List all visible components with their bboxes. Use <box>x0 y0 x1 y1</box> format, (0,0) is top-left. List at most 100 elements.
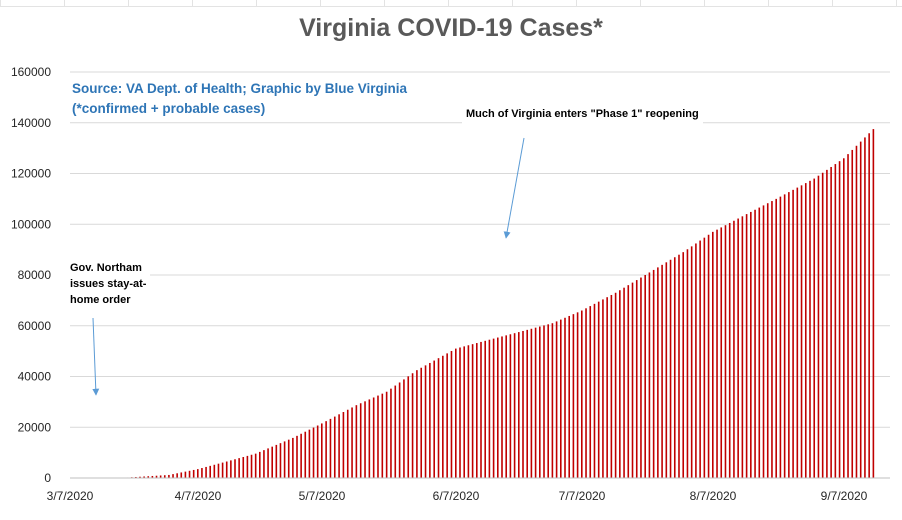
bar <box>712 231 714 478</box>
bar <box>287 439 290 478</box>
bar <box>308 429 311 478</box>
bar <box>377 395 379 478</box>
bar <box>351 407 353 478</box>
bar <box>505 335 507 478</box>
bar <box>163 475 166 478</box>
bar <box>437 358 440 478</box>
annotation-stay-at-home-line-3: home order <box>70 294 131 306</box>
x-tick-label: 9/7/2020 <box>821 489 868 503</box>
bar <box>741 216 744 478</box>
source-note: Source: VA Dept. of Health; Graphic by B… <box>72 79 407 119</box>
bar <box>564 317 566 478</box>
bar <box>534 327 537 478</box>
bar <box>429 362 431 478</box>
bar <box>135 476 137 478</box>
bar <box>728 222 731 478</box>
bar <box>657 267 659 478</box>
bar <box>775 198 777 479</box>
bar <box>597 301 600 478</box>
bars <box>73 129 875 479</box>
bar <box>221 462 224 478</box>
bar <box>758 207 761 478</box>
bar <box>476 343 478 478</box>
bar <box>843 158 845 478</box>
bar <box>325 421 327 478</box>
bar <box>333 416 336 478</box>
bar <box>390 388 392 478</box>
bar <box>762 205 765 478</box>
annotation-arrows <box>92 137 525 396</box>
y-tick-label: 120000 <box>11 167 51 181</box>
x-tick-label: 3/7/2020 <box>47 489 94 503</box>
bar <box>855 145 858 478</box>
bar <box>346 409 349 478</box>
bar <box>180 472 183 478</box>
annotation-stay-at-home-line-2: issues stay-at- <box>70 278 147 290</box>
bar <box>188 470 191 478</box>
bar <box>411 373 414 478</box>
bar <box>859 141 862 478</box>
bar <box>568 315 570 478</box>
bar <box>821 172 824 478</box>
bar <box>355 405 358 478</box>
bar <box>197 469 199 478</box>
bar <box>661 264 663 478</box>
bar <box>847 154 849 479</box>
bar <box>279 443 282 478</box>
bar <box>703 237 706 478</box>
bar <box>707 234 710 478</box>
bar <box>484 340 486 478</box>
y-tick-label: 20000 <box>18 420 52 434</box>
bar <box>488 339 491 478</box>
bar <box>539 326 541 478</box>
bar <box>364 401 366 478</box>
bar <box>695 243 697 478</box>
annotation-stay-at-home: Gov. Northam issues stay-at- home order <box>70 260 150 308</box>
bar <box>610 294 613 478</box>
bar <box>665 262 668 478</box>
bar <box>342 412 345 478</box>
bar <box>631 282 634 478</box>
bar <box>480 341 482 478</box>
bar <box>230 460 232 478</box>
bar <box>754 209 756 478</box>
y-tick-label: 40000 <box>18 370 52 384</box>
bar <box>459 347 461 478</box>
bar <box>159 475 162 478</box>
bar <box>644 275 646 478</box>
annotation-phase1-text: Much of Virginia enters "Phase 1" reopen… <box>466 108 699 120</box>
bar <box>716 229 718 478</box>
bar <box>589 306 592 478</box>
bar <box>304 431 307 478</box>
bar <box>155 475 158 478</box>
bar <box>368 399 371 478</box>
bar <box>455 348 457 478</box>
bar <box>513 333 516 478</box>
bar <box>526 329 528 478</box>
bar <box>492 338 495 478</box>
source-line-2: (*confirmed + probable cases) <box>72 101 266 116</box>
bar <box>234 459 236 478</box>
bar <box>463 346 465 478</box>
bar <box>225 461 228 478</box>
bar <box>788 192 790 479</box>
bar <box>424 365 427 478</box>
bar <box>518 332 520 478</box>
bar <box>699 240 701 478</box>
chart-title: Virginia COVID-19 Cases* <box>299 14 603 42</box>
bar <box>551 323 554 478</box>
bar <box>246 455 249 478</box>
bar <box>783 194 786 479</box>
bar <box>338 414 340 478</box>
bar <box>292 437 294 478</box>
bar <box>259 451 261 478</box>
bar <box>501 336 503 478</box>
bar <box>830 166 832 479</box>
bar <box>147 476 150 478</box>
bar <box>497 337 499 478</box>
bar <box>509 334 512 478</box>
annotation-arrow-phase1 <box>503 137 525 239</box>
bar <box>398 382 401 478</box>
bar <box>750 211 752 478</box>
